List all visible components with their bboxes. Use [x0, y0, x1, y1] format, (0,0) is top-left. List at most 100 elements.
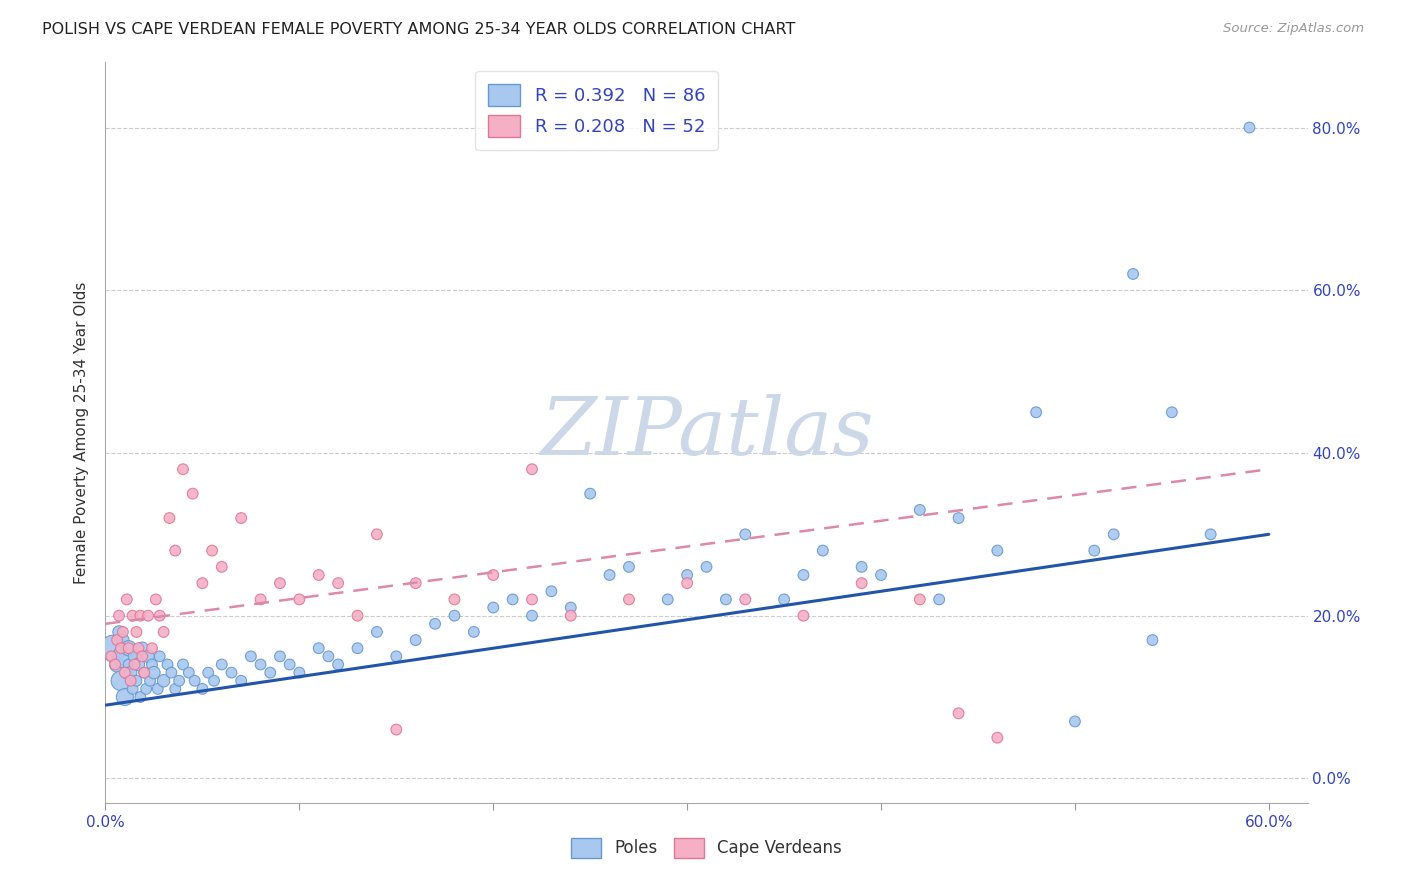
Point	[288, 665, 311, 680]
Point	[134, 665, 156, 680]
Point	[792, 608, 814, 623]
Point	[851, 559, 873, 574]
Point	[131, 641, 153, 656]
Point	[211, 657, 233, 672]
Point	[560, 600, 582, 615]
Text: Source: ZipAtlas.com: Source: ZipAtlas.com	[1223, 22, 1364, 36]
Point	[152, 624, 174, 639]
Y-axis label: Female Poverty Among 25-34 Year Olds: Female Poverty Among 25-34 Year Olds	[75, 282, 90, 583]
Point	[366, 624, 388, 639]
Text: ZIPatlas: ZIPatlas	[540, 394, 873, 471]
Point	[259, 665, 281, 680]
Point	[124, 657, 146, 672]
Point	[318, 649, 340, 664]
Point	[139, 673, 162, 688]
Point	[579, 486, 602, 500]
Point	[734, 592, 756, 607]
Point	[792, 568, 814, 582]
Point	[773, 592, 796, 607]
Point	[385, 723, 408, 737]
Point	[346, 641, 368, 656]
Point	[127, 641, 149, 656]
Point	[948, 706, 970, 721]
Text: POLISH VS CAPE VERDEAN FEMALE POVERTY AMONG 25-34 YEAR OLDS CORRELATION CHART: POLISH VS CAPE VERDEAN FEMALE POVERTY AM…	[42, 22, 796, 37]
Point	[657, 592, 679, 607]
Point	[121, 608, 143, 623]
Point	[191, 576, 214, 591]
Point	[948, 511, 970, 525]
Point	[129, 608, 152, 623]
Point	[269, 576, 291, 591]
Point	[110, 641, 132, 656]
Point	[125, 673, 148, 688]
Legend: Poles, Cape Verdeans: Poles, Cape Verdeans	[564, 831, 849, 865]
Point	[201, 543, 224, 558]
Point	[115, 592, 138, 607]
Point	[149, 608, 172, 623]
Point	[986, 731, 1008, 745]
Point	[908, 503, 931, 517]
Point	[142, 665, 165, 680]
Point	[502, 592, 524, 607]
Point	[908, 592, 931, 607]
Point	[135, 681, 157, 696]
Point	[191, 681, 214, 696]
Point	[599, 568, 621, 582]
Point	[111, 624, 134, 639]
Point	[1102, 527, 1125, 541]
Point	[1083, 543, 1105, 558]
Point	[108, 624, 131, 639]
Point	[617, 592, 640, 607]
Point	[108, 608, 131, 623]
Point	[346, 608, 368, 623]
Point	[1025, 405, 1047, 419]
Point	[231, 511, 253, 525]
Point	[405, 633, 427, 648]
Point	[249, 657, 271, 672]
Point	[811, 543, 834, 558]
Point	[986, 543, 1008, 558]
Point	[105, 657, 128, 672]
Point	[136, 608, 159, 623]
Point	[676, 568, 699, 582]
Point	[156, 657, 179, 672]
Point	[1160, 405, 1182, 419]
Point	[165, 681, 187, 696]
Point	[202, 673, 225, 688]
Point	[221, 665, 243, 680]
Point	[269, 649, 291, 664]
Point	[121, 681, 143, 696]
Point	[165, 543, 187, 558]
Point	[145, 592, 167, 607]
Point	[118, 641, 141, 656]
Point	[118, 657, 141, 672]
Point	[1199, 527, 1222, 541]
Point	[540, 584, 562, 599]
Point	[308, 568, 330, 582]
Point	[177, 665, 200, 680]
Point	[734, 527, 756, 541]
Point	[366, 527, 388, 541]
Point	[181, 486, 204, 500]
Point	[120, 673, 142, 688]
Point	[172, 462, 194, 476]
Point	[114, 649, 136, 664]
Point	[928, 592, 950, 607]
Point	[851, 576, 873, 591]
Point	[617, 559, 640, 574]
Point	[308, 641, 330, 656]
Point	[326, 576, 349, 591]
Point	[146, 681, 169, 696]
Point	[1122, 267, 1144, 281]
Point	[127, 657, 149, 672]
Point	[520, 462, 543, 476]
Point	[423, 616, 446, 631]
Point	[110, 673, 132, 688]
Point	[159, 511, 181, 525]
Point	[167, 673, 190, 688]
Point	[124, 649, 146, 664]
Point	[231, 673, 253, 688]
Point	[482, 568, 505, 582]
Point	[211, 559, 233, 574]
Point	[172, 657, 194, 672]
